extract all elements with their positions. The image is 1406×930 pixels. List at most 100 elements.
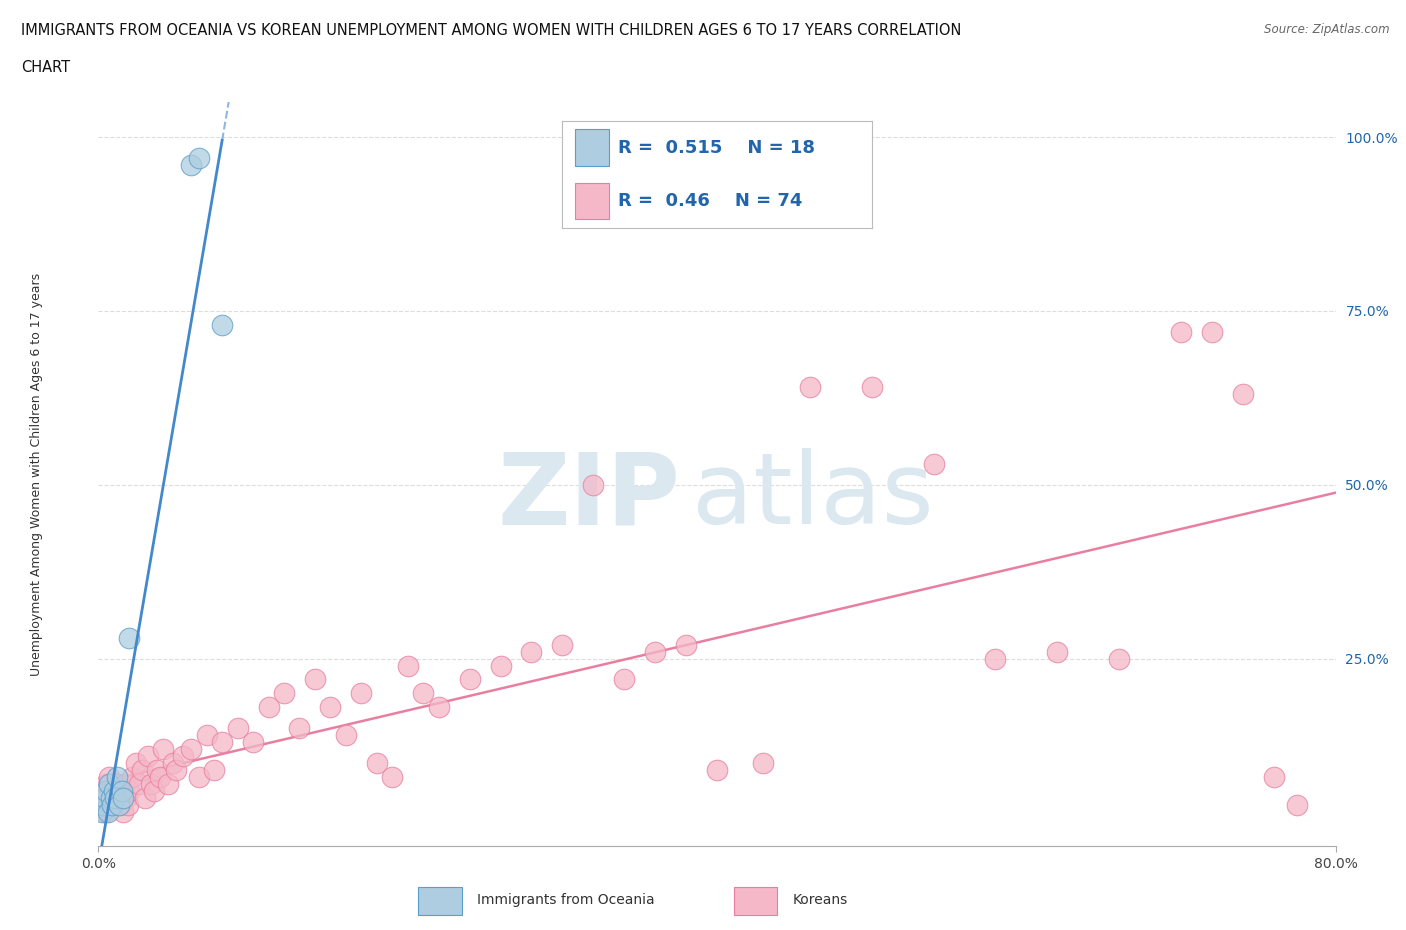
Point — [107, 797, 129, 812]
Bar — [419, 887, 461, 915]
Point — [922, 457, 945, 472]
Point — [115, 790, 138, 805]
Point — [984, 651, 1007, 666]
Point — [427, 699, 450, 714]
Text: ZIP: ZIP — [498, 448, 681, 545]
Point — [124, 755, 146, 770]
Point — [134, 790, 156, 805]
Point — [1108, 651, 1130, 666]
Point — [257, 699, 280, 714]
Point — [396, 658, 419, 673]
Y-axis label: Unemployment Among Women with Children Ages 6 to 17 years: Unemployment Among Women with Children A… — [30, 272, 42, 676]
Point — [489, 658, 512, 673]
Point — [93, 804, 115, 819]
Text: CHART: CHART — [21, 60, 70, 75]
Point — [97, 804, 120, 819]
Point — [211, 317, 233, 332]
Point — [288, 721, 311, 736]
Point — [97, 790, 120, 805]
Point — [101, 797, 124, 812]
Point — [112, 790, 135, 805]
Point — [101, 783, 124, 798]
Point — [139, 777, 162, 791]
Text: Source: ZipAtlas.com: Source: ZipAtlas.com — [1264, 23, 1389, 36]
Point — [118, 783, 141, 798]
Point — [118, 631, 141, 645]
Point — [172, 749, 194, 764]
Point — [1232, 387, 1254, 402]
Point — [121, 769, 143, 784]
Point — [131, 763, 153, 777]
Point — [180, 741, 202, 756]
Point — [1046, 644, 1069, 659]
Point — [136, 749, 159, 764]
Point — [706, 763, 728, 777]
Point — [180, 157, 202, 172]
Point — [613, 672, 636, 687]
Point — [98, 769, 121, 784]
Point — [103, 783, 125, 798]
Point — [188, 151, 211, 166]
Point — [273, 686, 295, 701]
Point — [162, 755, 184, 770]
Point — [114, 777, 136, 791]
Point — [675, 637, 697, 652]
Point — [860, 380, 883, 395]
Bar — [575, 183, 609, 219]
Point — [104, 797, 127, 812]
Bar — [734, 887, 778, 915]
Text: IMMIGRANTS FROM OCEANIA VS KOREAN UNEMPLOYMENT AMONG WOMEN WITH CHILDREN AGES 6 : IMMIGRANTS FROM OCEANIA VS KOREAN UNEMPL… — [21, 23, 962, 38]
Point — [335, 727, 357, 742]
Point — [242, 735, 264, 750]
Point — [107, 790, 129, 805]
Point — [366, 755, 388, 770]
Point — [96, 783, 118, 798]
Point — [226, 721, 249, 736]
Point — [458, 672, 481, 687]
Point — [152, 741, 174, 756]
Point — [128, 777, 150, 791]
Point — [211, 735, 233, 750]
Point — [165, 763, 187, 777]
Text: R =  0.515    N = 18: R = 0.515 N = 18 — [619, 139, 815, 156]
Point — [551, 637, 574, 652]
Point — [104, 790, 127, 805]
Point — [1263, 769, 1285, 784]
Point — [304, 672, 326, 687]
Point — [799, 380, 821, 395]
Point — [188, 769, 211, 784]
Point — [90, 797, 112, 812]
Point — [112, 804, 135, 819]
Point — [108, 797, 131, 812]
Point — [582, 477, 605, 492]
Point — [111, 783, 132, 798]
Point — [105, 769, 128, 784]
Point — [752, 755, 775, 770]
Point — [90, 804, 112, 819]
Point — [644, 644, 666, 659]
Point — [143, 783, 166, 798]
Point — [100, 797, 122, 812]
Point — [1286, 797, 1309, 812]
Point — [157, 777, 180, 791]
Point — [103, 790, 125, 805]
Point — [98, 777, 121, 791]
Point — [1170, 325, 1192, 339]
Point — [96, 777, 118, 791]
Point — [91, 797, 114, 812]
Text: Immigrants from Oceania: Immigrants from Oceania — [477, 893, 655, 907]
Point — [117, 797, 139, 812]
Point — [146, 763, 169, 777]
Text: Koreans: Koreans — [793, 893, 848, 907]
Text: R =  0.46    N = 74: R = 0.46 N = 74 — [619, 193, 803, 210]
Point — [412, 686, 434, 701]
Point — [100, 790, 122, 805]
Point — [520, 644, 543, 659]
Point — [195, 727, 218, 742]
Bar — [575, 129, 609, 166]
Point — [381, 769, 404, 784]
Point — [91, 783, 114, 798]
Text: atlas: atlas — [692, 448, 934, 545]
Point — [93, 790, 115, 805]
Point — [204, 763, 226, 777]
